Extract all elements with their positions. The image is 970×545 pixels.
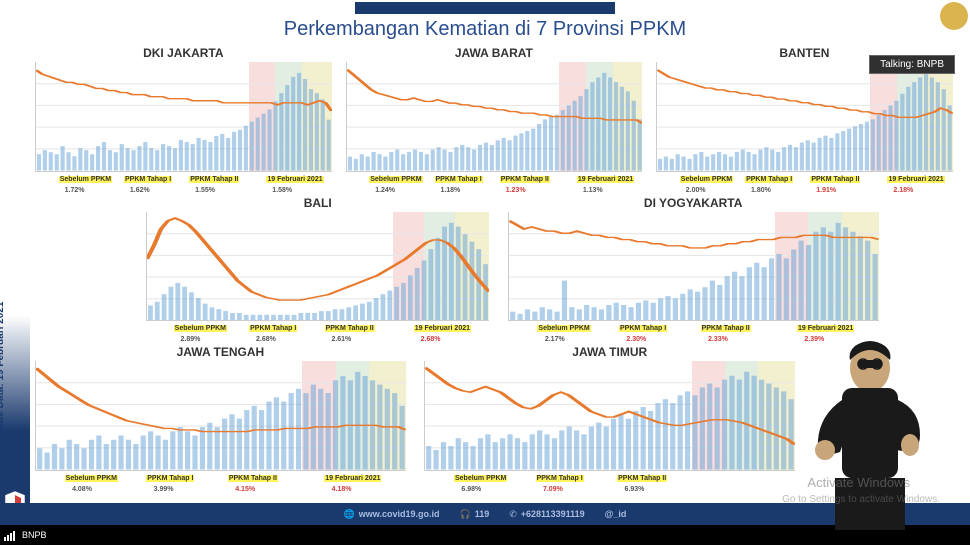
period-label: Sebelum PPKM xyxy=(65,475,118,482)
period-labels: Sebelum PPKM 2.89% PPKM Tahap I 2.68% PPKM T… xyxy=(146,322,489,344)
chart-title: BANTEN xyxy=(779,46,829,60)
period-labels: Sebelum PPKM 6.98% PPKM Tahap I 7.09% PPKM T… xyxy=(424,472,795,494)
corner-badge xyxy=(940,2,968,30)
period-label: PPKM Tahap II xyxy=(617,475,667,482)
period-label: Sebelum PPKM xyxy=(454,475,507,482)
video-controls[interactable]: BNPB xyxy=(0,525,970,545)
phone-icon: 🎧 119 xyxy=(459,509,489,520)
watermark: Activate Windows xyxy=(807,475,910,490)
period-label: PPKM Tahap II xyxy=(701,325,751,332)
chart-title: JAWA TIMUR xyxy=(572,345,647,359)
social-icon: @_id xyxy=(605,509,627,519)
chart-title: BALI xyxy=(304,196,332,210)
period-value: 1.91% xyxy=(816,187,836,194)
plot-area xyxy=(656,62,953,172)
period-value: 1.72% xyxy=(65,187,85,194)
period-label: PPKM Tahap I xyxy=(146,475,194,482)
period-labels: Sebelum PPKM 1.24% PPKM Tahap I 1.18% PPKM T… xyxy=(346,173,643,195)
period-label: Sebelum PPKM xyxy=(59,176,112,183)
plot-area xyxy=(35,62,332,172)
period-labels: Sebelum PPKM 4.08% PPKM Tahap I 3.99% PPKM T… xyxy=(35,472,406,494)
period-value: 2.17% xyxy=(545,336,565,343)
period-value: 3.99% xyxy=(154,486,174,493)
period-value: 1.55% xyxy=(195,187,215,194)
chart-jawa-barat: JAWA BARAT Sebelum PPKM 1.24% PPKM Tahap I 1… xyxy=(346,48,643,196)
period-value: 2.30% xyxy=(626,336,646,343)
wa-icon: ✆ +628113391119 xyxy=(509,509,584,520)
chart-title: DI YOGYAKARTA xyxy=(644,196,742,210)
period-value: 4.08% xyxy=(72,486,92,493)
chart-title: JAWA TENGAH xyxy=(177,345,265,359)
period-label: 19 Februari 2021 xyxy=(414,325,471,332)
period-label: Sebelum PPKM xyxy=(680,176,733,183)
period-label: PPKM Tahap II xyxy=(228,475,278,482)
period-label: Sebelum PPKM xyxy=(537,325,590,332)
period-value: 4.15% xyxy=(235,486,255,493)
period-label: 19 Februari 2021 xyxy=(887,176,944,183)
title-bar xyxy=(355,2,615,14)
period-label: PPKM Tahap I xyxy=(249,325,297,332)
period-value: 1.23% xyxy=(506,187,526,194)
plot-area xyxy=(508,212,879,322)
period-value: 2.18% xyxy=(893,187,913,194)
period-value: 1.58% xyxy=(272,187,292,194)
period-label: 19 Februari 2021 xyxy=(266,176,323,183)
period-label: PPKM Tahap II xyxy=(500,176,550,183)
chart-bali: BALI Sebelum PPKM 2.89% PPKM Tahap I 2.68% PP… xyxy=(146,198,489,346)
period-value: 7.09% xyxy=(543,486,563,493)
period-label: PPKM Tahap I xyxy=(435,176,483,183)
period-value: 2.33% xyxy=(708,336,728,343)
main-title: Perkembangan Kematian di 7 Provinsi PPKM xyxy=(0,18,970,41)
period-value: 6.93% xyxy=(625,486,645,493)
period-labels: Sebelum PPKM 2.00% PPKM Tahap I 1.80% PPKM T… xyxy=(656,173,953,195)
period-label: Sebelum PPKM xyxy=(369,176,422,183)
period-label: PPKM Tahap I xyxy=(536,475,584,482)
period-label: Sebelum PPKM xyxy=(174,325,227,332)
chart-jawa-tengah: JAWA TENGAH Sebelum PPKM 4.08% PPKM Tahap I… xyxy=(35,347,406,495)
footer-web: www.covid19.go.id xyxy=(359,509,440,519)
footer-phone: 119 xyxy=(475,509,490,519)
period-value: 2.61% xyxy=(331,336,351,343)
period-label: PPKM Tahap I xyxy=(124,176,172,183)
chart-title: JAWA BARAT xyxy=(455,46,533,60)
period-value: 2.89% xyxy=(181,336,201,343)
period-value: 1.18% xyxy=(440,187,460,194)
plot-area xyxy=(424,361,795,471)
period-value: 1.13% xyxy=(583,187,603,194)
period-label: PPKM Tahap I xyxy=(745,176,793,183)
period-value: 2.68% xyxy=(421,336,441,343)
period-value: 1.80% xyxy=(751,187,771,194)
period-label: PPKM Tahap II xyxy=(325,325,375,332)
plot-area xyxy=(146,212,489,322)
period-label: PPKM Tahap II xyxy=(810,176,860,183)
period-label: PPKM Tahap II xyxy=(189,176,239,183)
period-value: 1.24% xyxy=(375,187,395,194)
watermark-sub: Go to Settings to activate Windows. xyxy=(782,494,940,505)
talking-overlay: Talking: BNPB xyxy=(869,55,955,74)
period-value: 2.00% xyxy=(686,187,706,194)
update-date: Update Data: 19 Februari 2021 xyxy=(0,302,6,445)
chart-title: DKI JAKARTA xyxy=(143,46,223,60)
period-value: 4.18% xyxy=(332,486,352,493)
sidebar: Update Data: 19 Februari 2021 xyxy=(0,0,30,525)
signal-icon xyxy=(4,531,15,541)
period-label: PPKM Tahap I xyxy=(619,325,667,332)
web-icon: 🌐 www.covid19.go.id xyxy=(344,509,440,520)
footer-wa: +628113391119 xyxy=(521,509,585,519)
period-label: 19 Februari 2021 xyxy=(577,176,634,183)
chart-dki-jakarta: DKI JAKARTA Sebelum PPKM 1.72% PPKM Tahap I… xyxy=(35,48,332,196)
plot-area xyxy=(35,361,406,471)
bnpb-tag: BNPB xyxy=(18,529,51,541)
chart-di-yogyakarta: DI YOGYAKARTA Sebelum PPKM 2.17% PPKM Tahap… xyxy=(508,198,879,346)
period-labels: Sebelum PPKM 1.72% PPKM Tahap I 1.62% PPKM T… xyxy=(35,173,332,195)
footer-handle: @_id xyxy=(605,509,627,519)
period-value: 2.68% xyxy=(256,336,276,343)
period-value: 6.98% xyxy=(461,486,481,493)
plot-area xyxy=(346,62,643,172)
chart-jawa-timur: JAWA TIMUR Sebelum PPKM 6.98% PPKM Tahap I 7… xyxy=(424,347,795,495)
period-value: 1.62% xyxy=(130,187,150,194)
period-label: 19 Februari 2021 xyxy=(324,475,381,482)
